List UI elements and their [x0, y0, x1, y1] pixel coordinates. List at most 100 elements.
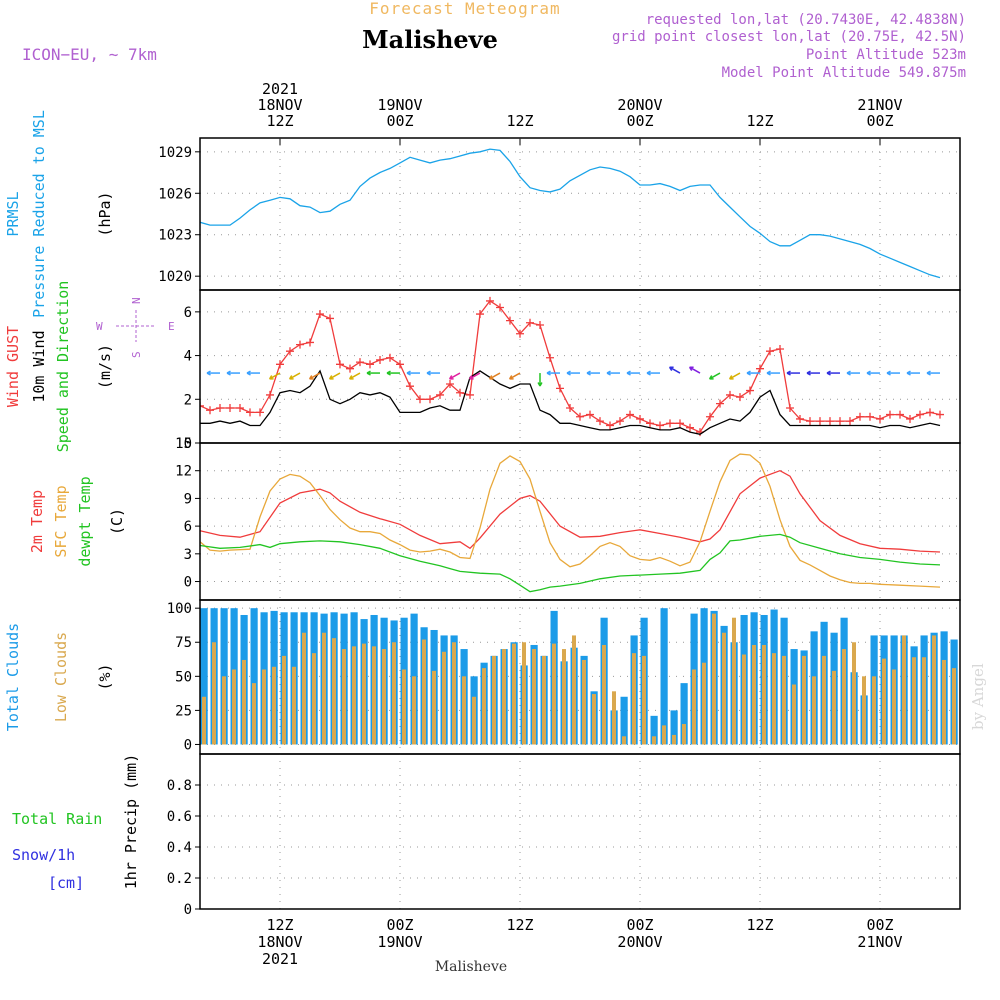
wind-arrowhead	[187, 371, 191, 375]
gust-marker	[486, 296, 494, 305]
compass-label: N	[130, 297, 143, 304]
gust-marker	[796, 414, 804, 423]
plot-area	[200, 148, 941, 279]
wind-arrowhead	[328, 375, 334, 380]
wind-arrowhead	[488, 375, 494, 380]
gust-marker	[926, 408, 934, 417]
low-cloud-bar	[782, 655, 786, 745]
wind-arrowhead	[386, 370, 391, 376]
gust-marker	[706, 412, 714, 421]
gust-marker	[356, 358, 364, 367]
wind-arrowhead	[288, 375, 294, 380]
gust-marker	[846, 417, 854, 426]
gust-marker	[876, 414, 884, 423]
panel-3: 0 25 50 75 100 Total Clouds Low Clouds (%)	[4, 599, 961, 755]
location-title: Malisheve	[362, 25, 498, 54]
series-line-0	[200, 300, 941, 433]
y-tick-label: 6	[184, 519, 192, 535]
low-cloud-bar	[392, 642, 396, 745]
gust-marker	[636, 414, 644, 423]
y-tick-label: 12	[175, 464, 192, 480]
low-cloud-bar	[512, 643, 516, 745]
gust-marker	[866, 412, 874, 421]
bottom-time-label: 2021	[262, 950, 298, 968]
gust-marker	[226, 404, 234, 413]
panel-label: Wind GUST	[4, 326, 22, 407]
low-cloud-bar	[742, 654, 746, 745]
gust-marker	[426, 395, 434, 404]
wind-arrow	[289, 372, 301, 380]
watermark: by Angel	[969, 663, 987, 730]
wind-arrow	[309, 372, 321, 380]
low-cloud-bar	[502, 649, 506, 745]
top-time-label: 20NOV	[617, 96, 662, 114]
top-time-label: 12Z	[266, 112, 293, 130]
low-cloud-bar	[592, 694, 596, 745]
compass-label: W	[96, 320, 103, 333]
y-tick-label: 1020	[158, 269, 192, 285]
low-cloud-bar	[682, 724, 686, 745]
wind-arrowhead	[546, 370, 551, 376]
y-tick-label: 0	[184, 436, 192, 452]
y-tick-label: 0.8	[167, 778, 192, 794]
low-cloud-bar	[712, 613, 716, 745]
low-cloud-bar	[872, 676, 876, 745]
gust-marker	[656, 421, 664, 430]
low-cloud-bar	[562, 649, 566, 745]
wind-arrowhead	[806, 370, 811, 376]
wind-arrowhead	[448, 375, 454, 380]
gust-marker	[896, 410, 904, 419]
wind-arrowhead	[586, 370, 591, 376]
low-cloud-bar	[282, 655, 286, 745]
y-tick-label: 0.2	[167, 871, 192, 887]
panel-1: 0 2 4 6 Wind GUST 10m Wind Speed and Direction…	[4, 281, 961, 452]
panel-frame	[199, 137, 961, 291]
low-cloud-bar	[662, 725, 666, 745]
low-cloud-bar	[382, 649, 386, 745]
wind-arrowhead	[646, 370, 651, 376]
low-cloud-bar	[432, 670, 436, 745]
wind-arrowhead	[537, 382, 543, 387]
low-cloud-bar	[572, 635, 576, 745]
gust-marker	[686, 423, 694, 432]
plot-area	[187, 296, 944, 437]
y-tick-label: 0	[184, 575, 192, 591]
gust-marker	[206, 406, 214, 415]
low-cloud-bar	[652, 736, 656, 745]
gust-marker	[256, 408, 264, 417]
panel-label: Total Rain	[12, 810, 102, 828]
total-cloud-bar	[650, 715, 658, 745]
low-cloud-bar	[582, 659, 586, 745]
bottom-time-label: 18NOV	[257, 933, 302, 951]
gust-marker	[936, 410, 944, 419]
top-time-label: 12Z	[746, 112, 773, 130]
gust-marker	[326, 314, 334, 323]
wind-arrowhead	[746, 370, 751, 376]
low-cloud-bar	[452, 642, 456, 745]
panel-label: Snow/1h	[12, 846, 75, 864]
panel-4: 0 0.2 0.4 0.6 0.8 Total Rain Snow/1h [cm] 1hr Pr…	[12, 753, 961, 918]
low-cloud-bar	[632, 653, 636, 745]
series-line-2	[200, 533, 941, 593]
gust-marker	[346, 364, 354, 373]
gust-marker	[416, 395, 424, 404]
gust-marker	[576, 412, 584, 421]
low-cloud-bar	[482, 668, 486, 745]
low-cloud-bar	[812, 676, 816, 745]
y-tick-label: 15	[175, 436, 192, 452]
gust-marker	[526, 318, 534, 327]
plot-area	[200, 608, 958, 745]
bottom-time-label: 21NOV	[857, 933, 902, 951]
panel-2: 0 3 6 9 12 15 2m Temp SFC Temp dewpt Temp (C)	[28, 436, 961, 601]
panel-0: 1020 1023 1026 1029 PRMSL Pressure Reduced to…	[4, 110, 961, 318]
low-cloud-bar	[322, 632, 326, 745]
gust-marker	[296, 340, 304, 349]
gust-marker	[806, 417, 814, 426]
model-altitude: Model Point Altitude 549.875m	[722, 65, 966, 81]
wind-arrow	[489, 372, 501, 380]
y-tick-label: 2	[184, 392, 192, 408]
bottom-time-label: 00Z	[386, 916, 413, 934]
panel-label: dewpt Temp	[76, 476, 94, 566]
series-line-0	[200, 469, 941, 553]
